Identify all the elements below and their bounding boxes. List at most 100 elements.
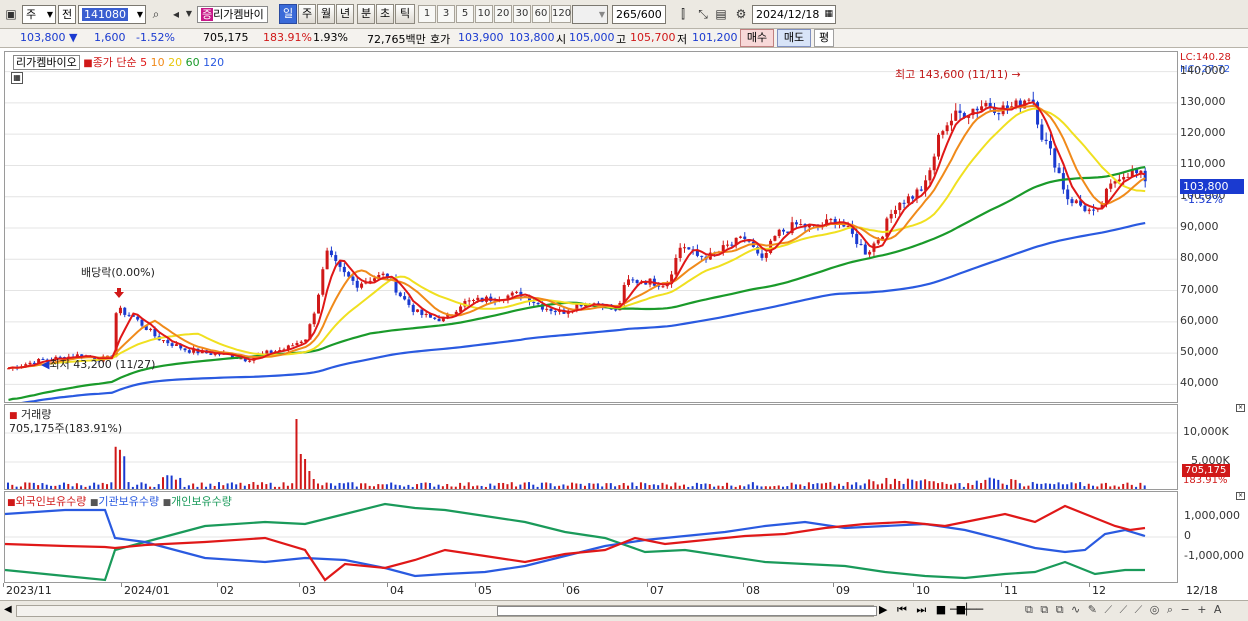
sound-icon[interactable]: ◂: [172, 7, 180, 21]
scrollbar-track[interactable]: [16, 605, 877, 617]
interval-custom[interactable]: ▼: [572, 5, 608, 24]
candle-body: [1126, 176, 1130, 178]
volume-bar: [101, 482, 104, 489]
volume-bar: [351, 482, 354, 489]
scrollbar-thumb[interactable]: [497, 606, 877, 616]
candle-body: [519, 291, 523, 297]
volume-bar: [157, 484, 160, 489]
high-label: 고: [616, 33, 627, 46]
price-legend: 리가켐바이오 ■종가 단순 5 10 20 60 120: [13, 54, 224, 70]
volume-bar: [136, 484, 139, 489]
volume-bar: [308, 471, 311, 489]
candle-body: [106, 355, 110, 357]
eval-button[interactable]: 평: [814, 29, 834, 47]
search-icon[interactable]: ⌕: [152, 7, 160, 21]
volume-title: ■ 거래량: [9, 408, 52, 421]
high-price: 105,700: [630, 31, 676, 44]
interval-3[interactable]: 3: [437, 5, 455, 23]
candle-body: [829, 219, 833, 221]
period-tick[interactable]: 틱: [395, 4, 415, 24]
volume-bar: [837, 483, 840, 489]
volume-bar: [24, 482, 27, 489]
interval-5[interactable]: 5: [456, 5, 474, 23]
volume-bar: [868, 479, 871, 489]
volume-bar: [924, 479, 927, 489]
window-icon[interactable]: ▣: [5, 7, 17, 21]
candle-body: [635, 280, 639, 284]
interval-120[interactable]: 120: [551, 5, 571, 23]
interval-30[interactable]: 30: [513, 5, 531, 23]
volume-bar: [484, 486, 487, 489]
gear-icon[interactable]: ⚙: [735, 7, 747, 21]
candle-body: [269, 350, 273, 353]
candle-body: [579, 304, 583, 307]
volume-bar: [433, 486, 436, 489]
volume-bar: [738, 485, 741, 489]
mode-select[interactable]: 전: [58, 5, 76, 24]
volume-bar: [523, 482, 526, 489]
holding-chart[interactable]: [5, 492, 1178, 583]
candle-body: [833, 219, 837, 224]
code-input[interactable]: 141080 ▼: [78, 5, 146, 24]
close-icon[interactable]: ×: [1236, 492, 1245, 500]
period-second[interactable]: 초: [376, 4, 394, 24]
candle-body: [889, 213, 893, 219]
candle-body: [1113, 181, 1117, 184]
period-day[interactable]: 일: [279, 4, 297, 24]
volume-bar: [304, 459, 307, 489]
volume-bar: [28, 482, 31, 489]
lc-label: LC:140.28: [1180, 52, 1231, 63]
candle-body: [437, 318, 441, 322]
close-icon[interactable]: ×: [1236, 404, 1245, 412]
price-tick: 110,000: [1180, 157, 1226, 171]
volume-bar: [407, 484, 410, 489]
save-icon[interactable]: ▤: [715, 7, 727, 21]
nav-buttons[interactable]: ▶ ⏮ ⏭ ■ ■: [879, 603, 970, 616]
interval-60[interactable]: 60: [532, 5, 550, 23]
scroll-left-icon[interactable]: ◀: [4, 604, 12, 615]
volume-bar: [140, 482, 143, 489]
buy-button[interactable]: 매수: [740, 29, 774, 47]
period-minute[interactable]: 분: [357, 4, 375, 24]
candle-body: [1117, 179, 1121, 182]
market-select[interactable]: 주 ▼: [22, 5, 56, 24]
period-month[interactable]: 월: [317, 4, 335, 24]
volume-bar: [493, 485, 496, 489]
candle-body: [467, 300, 471, 302]
date-input[interactable]: 2024/12/18 ▦: [752, 5, 836, 24]
candle-icon[interactable]: ⫿: [681, 7, 685, 21]
volume-bar: [205, 486, 208, 489]
candle-body: [730, 244, 734, 246]
candle-body: [58, 356, 62, 358]
candle-body: [127, 314, 131, 316]
period-year[interactable]: 년: [336, 4, 354, 24]
volume-bar: [459, 482, 462, 489]
period-week[interactable]: 주: [298, 4, 316, 24]
turnover: 1.93%: [313, 31, 348, 44]
chevron-down-icon[interactable]: ▼: [185, 9, 193, 18]
zoom-slider[interactable]: ──┼──: [950, 603, 984, 616]
crosshair-icon[interactable]: ⤡: [698, 7, 708, 21]
candle-body: [527, 296, 531, 302]
volume-bar: [889, 484, 892, 489]
volume-bar: [898, 481, 901, 489]
volume-bar: [454, 486, 457, 489]
candle-body: [1057, 167, 1061, 174]
interval-1[interactable]: 1: [418, 5, 436, 23]
volume-bar: [820, 483, 823, 489]
volume-bar: [575, 483, 578, 489]
tool-icons[interactable]: ⧉ ⧉ ⧉ ∿ ✎ ⟋ ⟋ ⟋ ◎ ⌕ − + A: [1025, 603, 1224, 616]
legend-ma10: 10: [150, 56, 165, 69]
volume-bar: [317, 483, 320, 489]
sell-button[interactable]: 매도: [777, 29, 811, 47]
ma60-line: [8, 166, 1146, 401]
grid-icon[interactable]: ▦: [11, 72, 23, 84]
interval-10[interactable]: 10: [475, 5, 493, 23]
volume-bar: [532, 484, 535, 489]
candle-body: [928, 170, 932, 181]
interval-20[interactable]: 20: [494, 5, 512, 23]
price-chart[interactable]: [5, 52, 1178, 403]
volume-chart[interactable]: [5, 405, 1178, 490]
candle-body: [321, 269, 325, 295]
count-input[interactable]: 265/600: [612, 5, 666, 24]
